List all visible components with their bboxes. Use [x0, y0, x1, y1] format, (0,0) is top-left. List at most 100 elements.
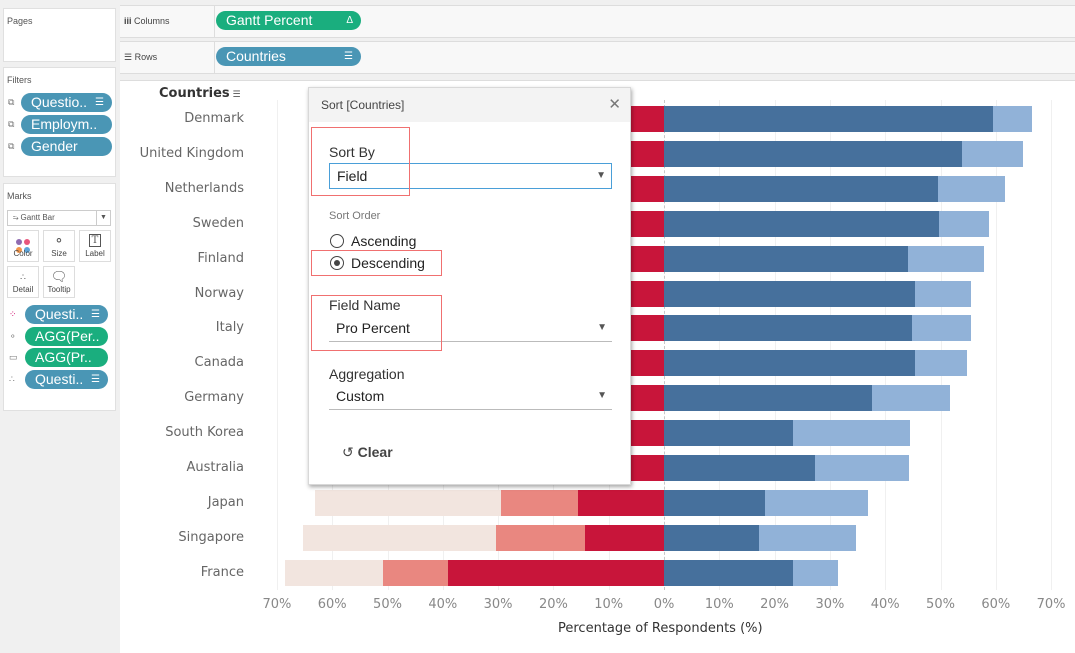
- bar-pro-weak: [871, 385, 950, 412]
- detail-button[interactable]: ∴ Detail: [7, 266, 39, 298]
- bar-pro-strong: [664, 210, 939, 237]
- marks-pill-label: Questi..: [35, 371, 84, 387]
- color-button[interactable]: Color: [7, 230, 39, 262]
- bar-pro-strong: [664, 350, 916, 377]
- ascending-label[interactable]: Ascending: [351, 233, 417, 249]
- reset-icon: ↺: [342, 444, 358, 460]
- rows-pill-countries[interactable]: Countries ☰: [216, 47, 361, 66]
- marks-pill-label: AGG(Per..: [35, 328, 100, 344]
- marks-pill-tooltip[interactable]: AGG(Pr..: [25, 348, 108, 367]
- close-icon[interactable]: ✕: [608, 96, 621, 113]
- country-label: Singapore: [178, 529, 244, 545]
- size-icon: ⚬: [9, 331, 17, 341]
- country-label: Canada: [194, 355, 244, 371]
- bar-con-strong: [631, 245, 664, 272]
- dialog-header[interactable]: Sort [Countries] ✕: [309, 88, 630, 122]
- x-tick-label: 0%: [653, 597, 675, 612]
- columns-pill-gantt-percent[interactable]: Gantt Percent Δ: [216, 11, 361, 30]
- filters-panel[interactable]: Filters ⧉ Questio.. ☰ ⧉ Employm.. ⧉ Gende…: [3, 67, 116, 177]
- bar-pro-weak: [962, 140, 1023, 167]
- color-dots-icon: ⁘: [9, 309, 17, 319]
- country-label: Australia: [186, 460, 244, 475]
- clear-label: Clear: [357, 444, 393, 460]
- detail-label: Detail: [12, 285, 34, 294]
- size-button[interactable]: ⚬ Size: [43, 230, 75, 262]
- sort-descending-icon[interactable]: ☰: [229, 90, 241, 100]
- label-label: Label: [85, 249, 105, 258]
- rows-label-text: Rows: [134, 52, 158, 62]
- filter-icon: ⧉: [8, 141, 15, 151]
- field-name-select[interactable]: Pro Percent ▼: [329, 316, 612, 342]
- filter-pill-label: Gender: [31, 138, 78, 154]
- filter-pill-question[interactable]: Questio.. ☰: [21, 93, 112, 112]
- x-axis-title: Percentage of Respondents (%): [558, 621, 763, 636]
- pages-panel[interactable]: Pages: [3, 8, 116, 62]
- chevron-down-icon: ▼: [597, 322, 607, 333]
- x-tick-label: 10%: [704, 597, 734, 612]
- sort-by-select[interactable]: Field ▼: [329, 163, 612, 189]
- country-label: Sweden: [192, 215, 244, 231]
- descending-radio[interactable]: [330, 256, 344, 270]
- countries-header[interactable]: Countries ☰: [159, 86, 241, 101]
- columns-shelf-label: iii Columns: [124, 16, 214, 26]
- columns-shelf[interactable]: iii Columns Gantt Percent Δ: [120, 5, 1075, 38]
- x-tick-label: 30%: [815, 597, 845, 612]
- marks-title: Marks: [7, 191, 32, 201]
- sort-descending-icon: ☰: [344, 51, 353, 62]
- descending-label[interactable]: Descending: [351, 255, 425, 271]
- sort-icon: ☰: [91, 309, 100, 320]
- tooltip-button[interactable]: 🗨 Tooltip: [43, 266, 75, 298]
- marks-pill-color[interactable]: Questi.. ☰: [25, 305, 108, 324]
- x-tick-label: 10%: [594, 597, 624, 612]
- bar-pro-weak: [792, 559, 839, 586]
- bar-pro-weak: [814, 455, 909, 481]
- x-tick-label: 50%: [926, 597, 955, 612]
- aggregation-label: Aggregation: [329, 366, 405, 382]
- delta-icon: Δ: [346, 15, 353, 26]
- marks-pill-label: AGG(Pr..: [35, 349, 92, 365]
- country-label: Germany: [184, 390, 244, 406]
- filter-pill-gender[interactable]: Gender: [21, 137, 112, 156]
- x-tick-label: 40%: [428, 597, 458, 612]
- filter-pill-employment[interactable]: Employm..: [21, 115, 112, 134]
- bar-pro-weak: [911, 315, 971, 342]
- aggregation-value: Custom: [336, 388, 385, 404]
- bar-pro-weak: [915, 280, 971, 307]
- bar-pro-weak: [765, 489, 869, 516]
- bar-pro-strong: [664, 559, 793, 586]
- country-label: United Kingdom: [139, 145, 244, 161]
- clear-button[interactable]: ↺ Clear: [342, 444, 393, 461]
- bar-con-weak: [500, 489, 578, 516]
- marks-pill-detail[interactable]: Questi.. ☰: [25, 370, 108, 389]
- x-tick-label: 70%: [1036, 597, 1066, 612]
- shelf-divider: [214, 6, 215, 37]
- bar-pro-strong: [664, 420, 793, 447]
- gridline: [885, 100, 887, 590]
- marks-pill-size[interactable]: AGG(Per..: [25, 327, 108, 346]
- bar-con-strong: [584, 524, 664, 551]
- aggregation-select[interactable]: Custom ▼: [329, 384, 612, 410]
- rows-icon: ☰: [124, 52, 135, 62]
- bar-pro-strong: [664, 106, 994, 132]
- bar-con-weak: [383, 559, 448, 586]
- country-label: France: [200, 564, 244, 580]
- chevron-down-icon: ▼: [597, 390, 607, 401]
- country-label: Italy: [215, 320, 244, 336]
- ascending-radio[interactable]: [330, 234, 344, 248]
- bar-con-strong: [631, 455, 664, 481]
- bar-con-strong: [577, 489, 664, 516]
- mark-type-dropdown[interactable]: ⥲ Gantt Bar ▼: [7, 210, 111, 226]
- chevron-down-icon: ▼: [596, 170, 606, 181]
- gridline: [276, 100, 278, 590]
- rows-shelf[interactable]: ☰ Rows Countries ☰: [120, 41, 1075, 74]
- filters-title: Filters: [7, 75, 32, 85]
- x-tick-label: 60%: [981, 597, 1011, 612]
- bar-con-strong: [631, 350, 664, 377]
- label-button[interactable]: T Label: [79, 230, 111, 262]
- bar-con-strong: [631, 140, 664, 167]
- bar-pro-strong: [664, 245, 908, 272]
- tooltip-label: Tooltip: [47, 285, 71, 294]
- rows-shelf-label: ☰ Rows: [124, 52, 214, 63]
- x-tick-label: 70%: [262, 597, 292, 612]
